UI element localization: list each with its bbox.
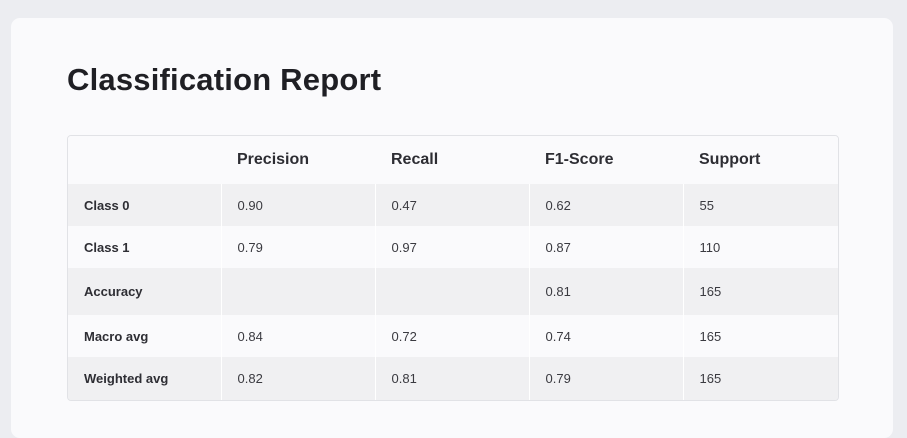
support-cell: 110 [683, 226, 838, 268]
precision-cell: 0.90 [221, 184, 376, 226]
precision-cell: 0.82 [221, 357, 376, 400]
precision-cell [221, 268, 376, 315]
precision-cell: 0.79 [221, 226, 376, 268]
f1-score-cell: 0.81 [529, 268, 684, 315]
f1-score-cell: 0.79 [529, 357, 684, 400]
row-label: Class 1 [68, 226, 222, 268]
column-header-label [68, 136, 221, 184]
f1-score-cell: 0.74 [529, 315, 684, 357]
row-label: Weighted avg [68, 357, 222, 400]
report-card: Classification Report Precision Recall F… [11, 18, 893, 438]
recall-cell: 0.72 [375, 315, 530, 357]
row-label: Accuracy [68, 268, 222, 315]
f1-score-cell: 0.62 [529, 184, 684, 226]
f1-score-cell: 0.87 [529, 226, 684, 268]
support-cell: 55 [683, 184, 838, 226]
table-row-class-0: Class 0 0.90 0.47 0.62 55 [68, 184, 838, 226]
recall-cell: 0.47 [375, 184, 530, 226]
table-header-row: Precision Recall F1-Score Support [68, 136, 838, 184]
table-row-weighted-avg: Weighted avg 0.82 0.81 0.79 165 [68, 357, 838, 400]
table-row-macro-avg: Macro avg 0.84 0.72 0.74 165 [68, 315, 838, 357]
row-label: Macro avg [68, 315, 222, 357]
page-title: Classification Report [67, 62, 382, 97]
support-cell: 165 [683, 357, 838, 400]
precision-cell: 0.84 [221, 315, 376, 357]
table-row-accuracy: Accuracy 0.81 165 [68, 268, 838, 315]
column-header-support: Support [683, 136, 838, 184]
support-cell: 165 [683, 268, 838, 315]
column-header-recall: Recall [375, 136, 529, 184]
table-row-class-1: Class 1 0.79 0.97 0.87 110 [68, 226, 838, 268]
recall-cell: 0.97 [375, 226, 530, 268]
column-header-precision: Precision [221, 136, 375, 184]
support-cell: 165 [683, 315, 838, 357]
recall-cell: 0.81 [375, 357, 530, 400]
recall-cell [375, 268, 530, 315]
row-label: Class 0 [68, 184, 222, 226]
classification-table: Precision Recall F1-Score Support Class … [67, 135, 839, 401]
column-header-f1-score: F1-Score [529, 136, 683, 184]
